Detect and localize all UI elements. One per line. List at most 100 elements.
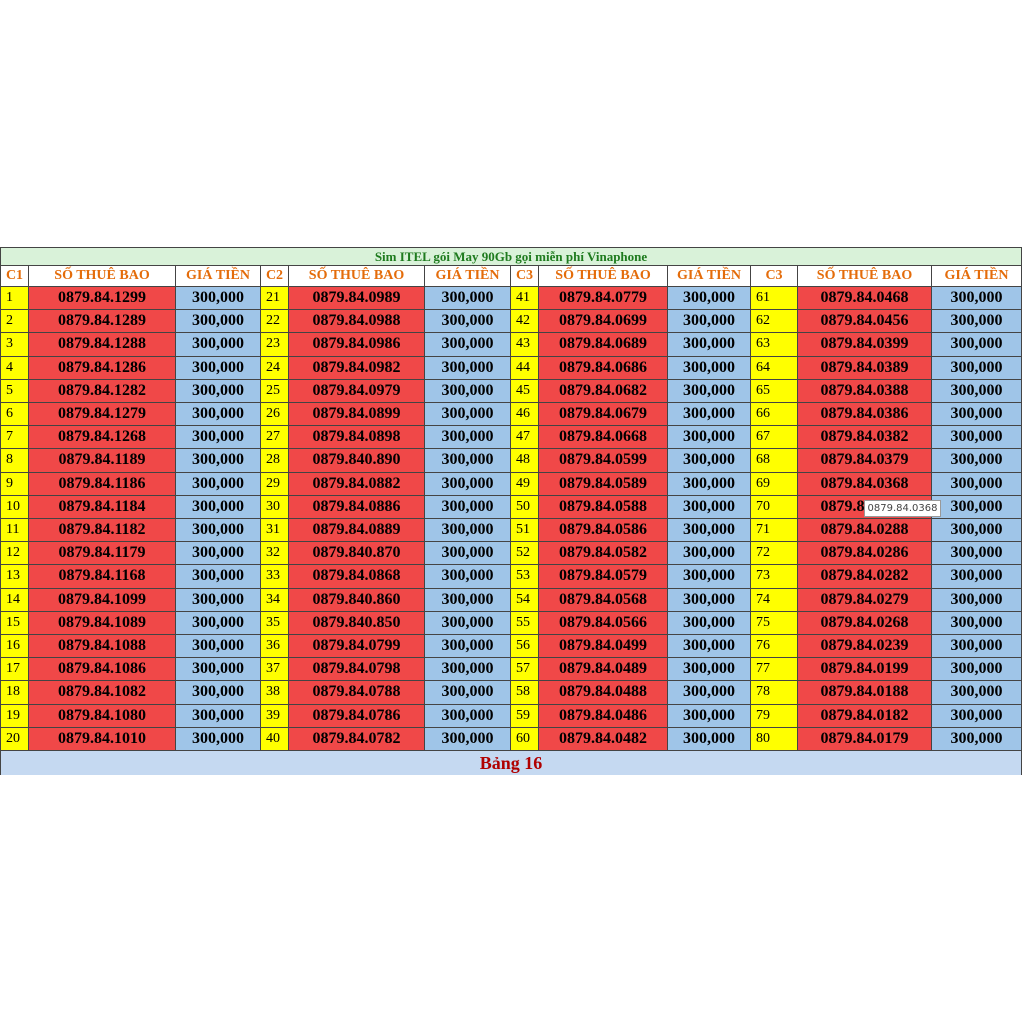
phone-number: 0879.84.1184 — [29, 495, 176, 519]
phone-number: 0879.84.1282 — [29, 379, 176, 403]
row-index: 52 — [511, 542, 539, 566]
price: 300,000 — [668, 681, 751, 705]
row-index: 29 — [261, 472, 289, 496]
price: 300,000 — [668, 403, 751, 427]
row-index: 68 — [751, 449, 798, 473]
price: 300,000 — [425, 681, 511, 705]
price: 300,000 — [425, 658, 511, 682]
price: 300,000 — [176, 403, 261, 427]
phone-number: 0879.84.0679 — [539, 403, 668, 427]
phone-number: 0879.84.0779 — [539, 287, 668, 311]
price: 300,000 — [668, 565, 751, 589]
price: 300,000 — [668, 542, 751, 566]
price: 300,000 — [932, 519, 1022, 543]
row-index: 34 — [261, 588, 289, 612]
row-index: 36 — [261, 635, 289, 659]
row-index: 16 — [1, 635, 29, 659]
price: 300,000 — [668, 449, 751, 473]
phone-number: 0879.84.0786 — [289, 704, 425, 728]
phone-number: 0879.84.0468 — [798, 287, 932, 311]
phone-number: 0879.840.860 — [289, 588, 425, 612]
row-index: 8 — [1, 449, 29, 473]
price: 300,000 — [668, 588, 751, 612]
row-index: 47 — [511, 426, 539, 450]
row-index: 58 — [511, 681, 539, 705]
row-index: 41 — [511, 287, 539, 311]
phone-number: 0879.84.0486 — [539, 704, 668, 728]
row-index: 1 — [1, 287, 29, 311]
column-header: C1 — [1, 266, 29, 287]
phone-number: 0879.840.850 — [289, 611, 425, 635]
price: 300,000 — [932, 287, 1022, 311]
price: 300,000 — [668, 658, 751, 682]
price: 300,000 — [176, 611, 261, 635]
phone-number: 0879.84.0898 — [289, 426, 425, 450]
price: 300,000 — [425, 635, 511, 659]
column-header: GIÁ TIỀN — [668, 266, 751, 287]
phone-number: 0879.84.1089 — [29, 611, 176, 635]
price: 300,000 — [932, 704, 1022, 728]
phone-number: 0879.84.1288 — [29, 333, 176, 357]
phone-number: 0879.84.0588 — [539, 495, 668, 519]
row-index: 74 — [751, 588, 798, 612]
row-index: 57 — [511, 658, 539, 682]
phone-number: 0879.84.0689 — [539, 333, 668, 357]
phone-number: 0879.84.0368 — [798, 472, 932, 496]
row-index: 12 — [1, 542, 29, 566]
row-index: 25 — [261, 379, 289, 403]
price: 300,000 — [668, 333, 751, 357]
price: 300,000 — [932, 681, 1022, 705]
phone-number: 0879.84.0182 — [798, 704, 932, 728]
phone-number: 0879.84.0686 — [539, 356, 668, 380]
price: 300,000 — [425, 333, 511, 357]
price: 300,000 — [668, 635, 751, 659]
price: 300,000 — [668, 356, 751, 380]
row-index: 21 — [261, 287, 289, 311]
phone-number: 0879.84.0382 — [798, 426, 932, 450]
phone-number: 0879.84.0982 — [289, 356, 425, 380]
price: 300,000 — [176, 704, 261, 728]
phone-number: 0879.84.0489 — [539, 658, 668, 682]
phone-number: 0879.84.0286 — [798, 542, 932, 566]
row-index: 49 — [511, 472, 539, 496]
row-index: 63 — [751, 333, 798, 357]
phone-number: 0879.84.0386 — [798, 403, 932, 427]
phone-number: 0879.84.1099 — [29, 588, 176, 612]
row-index: 76 — [751, 635, 798, 659]
row-index: 59 — [511, 704, 539, 728]
price: 300,000 — [932, 542, 1022, 566]
row-index: 10 — [1, 495, 29, 519]
price: 300,000 — [176, 333, 261, 357]
phone-number: 0879.84.0886 — [289, 495, 425, 519]
price: 300,000 — [932, 310, 1022, 334]
price: 300,000 — [932, 727, 1022, 751]
phone-number: 0879.84.0589 — [539, 472, 668, 496]
column-header: GIÁ TIỀN — [425, 266, 511, 287]
row-index: 39 — [261, 704, 289, 728]
column-header: SỐ THUÊ BAO — [29, 266, 176, 287]
price: 300,000 — [425, 287, 511, 311]
phone-number: 0879.84.0282 — [798, 565, 932, 589]
phone-number: 0879.84.0668 — [539, 426, 668, 450]
price: 300,000 — [176, 542, 261, 566]
row-index: 14 — [1, 588, 29, 612]
phone-number: 0879.84.0582 — [539, 542, 668, 566]
phone-number: 0879.84.1179 — [29, 542, 176, 566]
price: 300,000 — [425, 588, 511, 612]
price: 300,000 — [932, 426, 1022, 450]
price: 300,000 — [176, 635, 261, 659]
phone-number: 0879.84.0579 — [539, 565, 668, 589]
row-index: 64 — [751, 356, 798, 380]
row-index: 15 — [1, 611, 29, 635]
price: 300,000 — [932, 356, 1022, 380]
column-header: GIÁ TIỀN — [932, 266, 1022, 287]
price: 300,000 — [932, 333, 1022, 357]
row-index: 48 — [511, 449, 539, 473]
phone-number: 0879.84.1289 — [29, 310, 176, 334]
phone-number: 0879.84.0799 — [289, 635, 425, 659]
column-header: C2 — [261, 266, 289, 287]
row-index: 67 — [751, 426, 798, 450]
price: 300,000 — [425, 519, 511, 543]
price: 300,000 — [425, 727, 511, 751]
price: 300,000 — [425, 449, 511, 473]
